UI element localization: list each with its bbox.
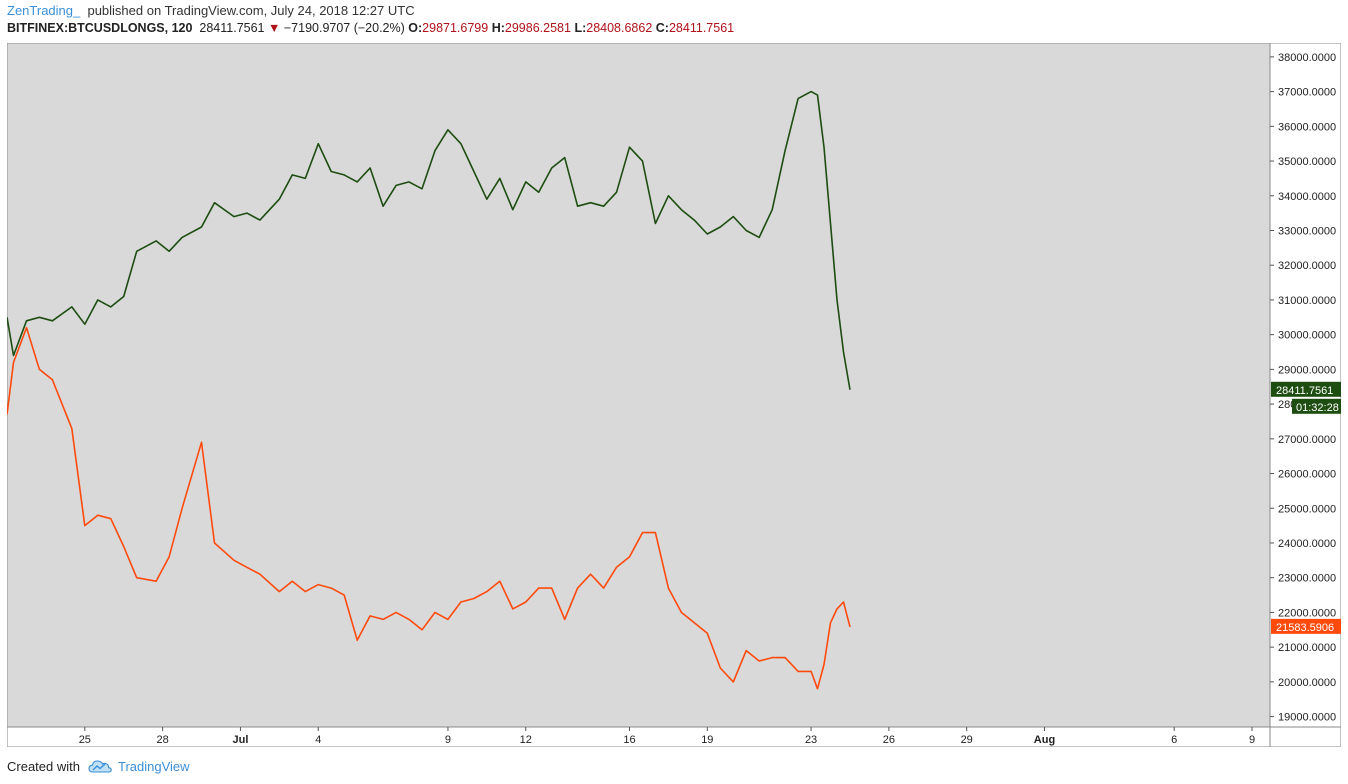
symbol-line: BITFINEX:BTCUSDLONGS, 120 28411.7561 ▼ −… bbox=[7, 21, 734, 35]
price-change: −7190.9707 (−20.2%) bbox=[283, 21, 405, 35]
price-tick-label: 32000.0000 bbox=[1278, 260, 1336, 272]
time-tick-label: 16 bbox=[623, 734, 635, 746]
price-axis[interactable]: 19000.0000 20000.0000 21000.0000 22000.0000… bbox=[1270, 52, 1336, 724]
shorts-last-value-badge bbox=[1271, 618, 1341, 634]
created-with-text: Created with bbox=[7, 758, 80, 774]
longs-series-line bbox=[6, 90, 851, 390]
price-tick-label: 36000.0000 bbox=[1278, 121, 1336, 133]
tradingview-cloud-icon[interactable] bbox=[88, 758, 112, 774]
time-tick-label: 26 bbox=[883, 734, 895, 746]
shorts-series-line bbox=[6, 326, 851, 690]
chart-container[interactable]: 19000.0000 20000.0000 21000.0000 22000.0000… bbox=[6, 42, 1342, 748]
series-layer bbox=[6, 90, 851, 690]
price-tick-label: 23000.0000 bbox=[1278, 573, 1336, 585]
price-tick-label: 20000.0000 bbox=[1278, 677, 1336, 689]
price-tick-label: 37000.0000 bbox=[1278, 87, 1336, 99]
longs-last-value-badge bbox=[1271, 381, 1341, 397]
time-tick-label: 19 bbox=[701, 734, 713, 746]
time-tick-label: 29 bbox=[961, 734, 973, 746]
price-tick-label: 22000.0000 bbox=[1278, 607, 1336, 619]
price-tick-label: 19000.0000 bbox=[1278, 712, 1336, 724]
close-value: 28411.7561 bbox=[668, 21, 735, 35]
low-label: L: bbox=[574, 21, 587, 35]
low-value: 28408.6862 bbox=[586, 21, 653, 35]
time-tick-label: 12 bbox=[520, 734, 532, 746]
price-tick-label: 35000.0000 bbox=[1278, 156, 1336, 168]
price-tick-label: 27000.0000 bbox=[1278, 434, 1336, 446]
price-tick-label: 25000.0000 bbox=[1278, 503, 1336, 515]
time-tick-label: 9 bbox=[1249, 734, 1255, 746]
price-tick-label: 34000.0000 bbox=[1278, 191, 1336, 203]
time-tick-label: 23 bbox=[805, 734, 817, 746]
price-tick-label: 26000.0000 bbox=[1278, 469, 1336, 481]
high-value: 29986.2581 bbox=[504, 21, 571, 35]
price-tick-label: 33000.0000 bbox=[1278, 225, 1336, 237]
price-tick-label: 38000.0000 bbox=[1278, 52, 1336, 64]
close-label: C: bbox=[655, 21, 669, 35]
time-axis[interactable]: 25 28 Jul 4 9 12 16 19 23 26 29 Aug 6 9 bbox=[79, 727, 1255, 746]
publication-line: ZenTrading_ published on TradingView.com… bbox=[7, 3, 415, 18]
bar-countdown-badge bbox=[1292, 398, 1341, 414]
last-price: 28411.7561 bbox=[199, 21, 265, 35]
footer: Created with TradingView bbox=[7, 758, 190, 774]
author-link[interactable]: ZenTrading_ bbox=[7, 3, 81, 18]
time-tick-label: 4 bbox=[315, 734, 321, 746]
price-tick-label: 31000.0000 bbox=[1278, 295, 1336, 307]
published-text: published on TradingView.com, July 24, 2… bbox=[87, 3, 415, 18]
time-tick-label: 9 bbox=[445, 734, 451, 746]
plot-area[interactable] bbox=[7, 43, 1270, 727]
time-tick-label: Aug bbox=[1034, 734, 1055, 746]
high-label: H: bbox=[491, 21, 505, 35]
time-tick-label: Jul bbox=[232, 734, 248, 746]
longs-last-value-label: 28411.7561 bbox=[1276, 385, 1333, 397]
symbol-name: BITFINEX:BTCUSDLONGS, 120 bbox=[7, 21, 193, 35]
time-tick-label: 28 bbox=[157, 734, 169, 746]
open-value: 29871.6799 bbox=[422, 21, 489, 35]
price-tick-label: 24000.0000 bbox=[1278, 538, 1336, 550]
price-tick-label: 30000.0000 bbox=[1278, 330, 1336, 342]
tradingview-link[interactable]: TradingView bbox=[117, 758, 190, 774]
down-arrow-icon: ▼ bbox=[268, 21, 281, 35]
time-tick-label: 6 bbox=[1171, 734, 1177, 746]
shorts-last-value-label: 21583.5906 bbox=[1276, 622, 1334, 634]
time-tick-label: 25 bbox=[79, 734, 91, 746]
bar-countdown-label: 01:32:28 bbox=[1296, 402, 1339, 414]
last-value-labels: 28411.7561 01:32:28 21583.5906 bbox=[1271, 381, 1341, 634]
open-label: O: bbox=[408, 21, 423, 35]
price-chart[interactable]: 19000.0000 20000.0000 21000.0000 22000.0000… bbox=[6, 42, 1342, 748]
price-tick-label: 21000.0000 bbox=[1278, 642, 1336, 654]
price-tick-label: 29000.0000 bbox=[1278, 364, 1336, 376]
